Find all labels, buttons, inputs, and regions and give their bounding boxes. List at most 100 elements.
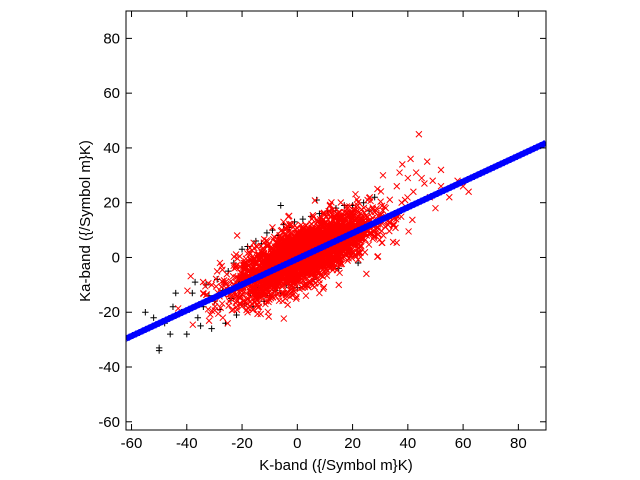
fit-line-marker xyxy=(394,208,402,216)
x-tick-label: 80 xyxy=(510,435,527,452)
data-point-plus xyxy=(194,314,202,321)
data-point-cross xyxy=(242,259,249,267)
data-point-cross xyxy=(187,272,195,280)
fit-line-marker xyxy=(205,296,213,304)
data-point-cross xyxy=(281,238,289,245)
fit-line-marker xyxy=(261,270,269,278)
fit-line-marker xyxy=(523,148,531,156)
fit-line-marker xyxy=(420,196,428,204)
data-point-cross xyxy=(298,283,305,291)
data-point-cross xyxy=(205,317,213,325)
data-point-cross xyxy=(234,255,241,262)
data-point-cross xyxy=(208,307,216,315)
data-point-cross xyxy=(256,289,264,297)
data-point-cross xyxy=(352,190,359,198)
data-point-cross xyxy=(393,182,401,190)
data-point-cross xyxy=(201,282,209,290)
data-point-cross xyxy=(371,232,379,239)
data-point-cross xyxy=(369,204,377,211)
data-point-cross xyxy=(429,177,437,185)
fit-line-marker xyxy=(291,256,299,264)
data-point-cross xyxy=(299,240,307,248)
fit-line-marker xyxy=(361,223,369,231)
data-point-cross xyxy=(294,238,302,246)
data-point-cross xyxy=(390,221,398,228)
data-point-cross xyxy=(293,293,300,301)
fit-line-marker xyxy=(215,291,223,299)
data-point-cross xyxy=(217,304,224,312)
data-point-cross xyxy=(314,223,322,231)
data-point-cross xyxy=(418,174,426,182)
fit-line-marker xyxy=(410,200,418,208)
data-point-cross xyxy=(244,308,251,316)
data-point-cross xyxy=(254,285,261,293)
fit-line-marker xyxy=(175,310,183,318)
data-point-cross xyxy=(330,213,338,221)
x-tick-label: 40 xyxy=(399,435,416,452)
data-point-cross xyxy=(299,225,307,233)
fit-line-marker xyxy=(152,321,160,329)
data-point-cross xyxy=(213,268,221,275)
data-point-plus xyxy=(291,218,298,226)
fit-line-marker xyxy=(268,267,276,275)
fit-line-marker xyxy=(212,293,220,301)
data-point-cross xyxy=(257,242,265,250)
data-point-cross xyxy=(376,236,383,244)
data-point-cross xyxy=(374,253,382,260)
data-point-plus xyxy=(371,194,378,201)
data-point-cross xyxy=(286,286,294,294)
data-point-cross xyxy=(229,306,237,313)
data-point-cross xyxy=(256,262,264,270)
fit-line-marker xyxy=(377,216,385,224)
data-point-cross xyxy=(437,166,445,174)
fit-line-marker xyxy=(142,325,150,333)
fit-line-marker xyxy=(450,182,458,190)
data-point-cross xyxy=(274,289,282,297)
data-point-cross xyxy=(299,277,307,284)
data-point-cross xyxy=(351,250,359,258)
data-point-cross xyxy=(238,265,246,272)
data-point-cross xyxy=(323,272,331,280)
data-point-cross xyxy=(237,294,244,301)
data-point-cross xyxy=(297,244,305,252)
fit-line-marker xyxy=(168,313,176,321)
data-point-plus xyxy=(277,202,284,209)
data-point-cross xyxy=(353,196,361,203)
data-point-cross xyxy=(326,224,334,231)
data-point-cross xyxy=(274,282,282,290)
y-tick-label: -20 xyxy=(98,304,120,321)
data-point-cross xyxy=(345,220,353,228)
fit-line-marker xyxy=(464,176,472,184)
x-tick-label: -40 xyxy=(176,435,198,452)
fit-line-marker xyxy=(225,287,233,295)
fit-line-marker xyxy=(324,240,332,248)
data-point-cross xyxy=(393,239,401,247)
blue-fit-line xyxy=(126,140,546,343)
data-point-cross xyxy=(352,203,360,211)
data-point-cross xyxy=(242,258,250,265)
fit-line-marker xyxy=(397,206,405,214)
fit-line-marker xyxy=(513,152,521,160)
fit-line-marker xyxy=(235,282,243,290)
data-point-cross xyxy=(363,213,371,221)
data-point-cross xyxy=(322,232,330,240)
data-point-cross xyxy=(291,288,299,295)
fit-line-marker xyxy=(480,168,488,176)
data-point-plus xyxy=(263,229,271,237)
fit-line-marker xyxy=(192,302,200,310)
data-point-cross xyxy=(243,295,251,303)
fit-line-marker xyxy=(311,247,319,255)
data-point-cross xyxy=(277,227,285,235)
fit-line-marker xyxy=(221,288,229,296)
data-point-cross xyxy=(218,300,226,307)
data-point-plus xyxy=(244,243,251,250)
data-point-plus xyxy=(233,311,240,319)
data-point-cross xyxy=(239,297,247,305)
data-point-plus xyxy=(360,199,367,206)
data-point-cross xyxy=(199,278,207,286)
fit-line-marker xyxy=(126,335,130,343)
fit-line-marker xyxy=(178,308,186,316)
data-point-cross xyxy=(306,261,313,269)
fit-line-marker xyxy=(314,245,322,253)
data-point-cross xyxy=(233,262,241,269)
